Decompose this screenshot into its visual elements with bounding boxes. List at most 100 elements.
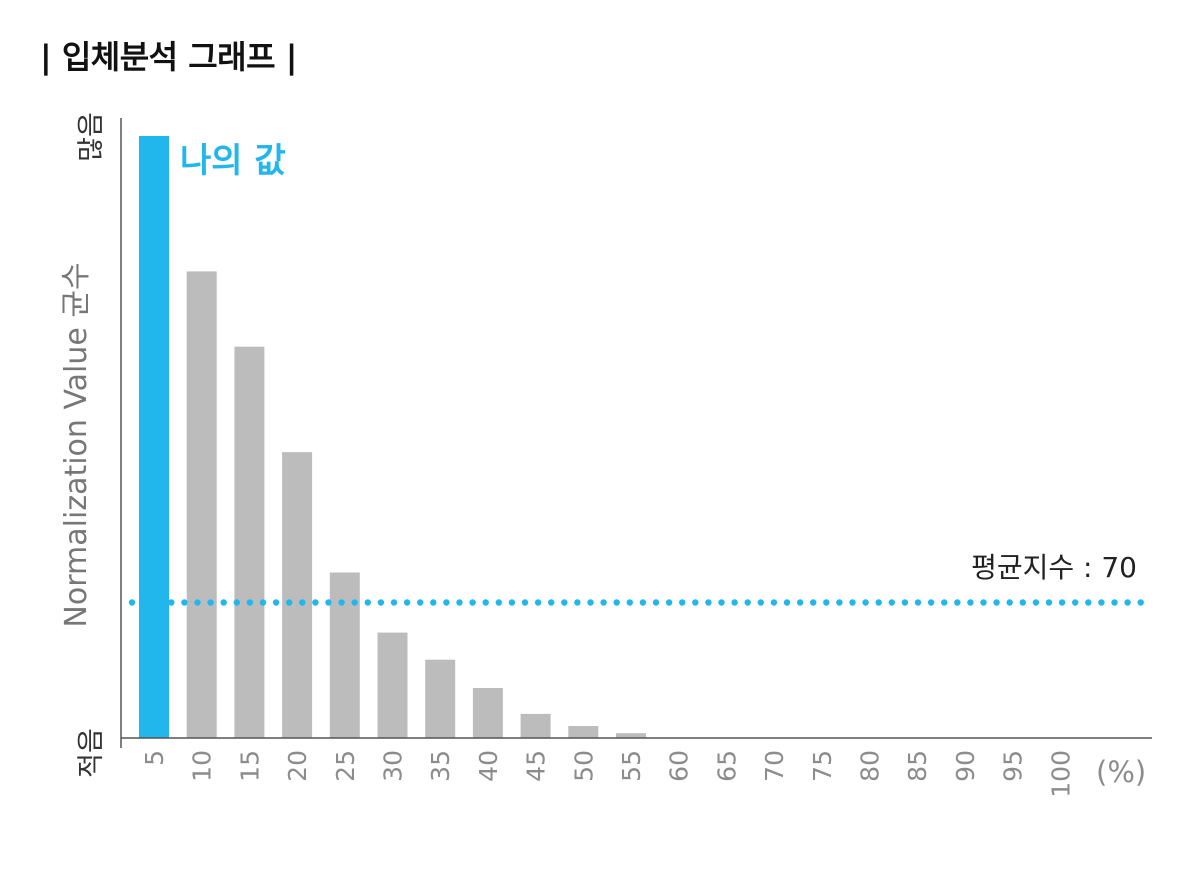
average-line-dot xyxy=(508,599,516,606)
average-line-dot xyxy=(665,599,673,606)
average-line-dot xyxy=(862,599,869,606)
average-line-dot xyxy=(181,599,188,606)
average-line-dot xyxy=(587,599,594,606)
average-line-dot xyxy=(430,599,437,606)
x-tick-label: 65 xyxy=(712,750,741,782)
average-line-dot xyxy=(469,599,476,606)
average-line-dot xyxy=(443,599,450,606)
average-line-dot xyxy=(613,599,620,606)
average-line-dot xyxy=(259,599,267,606)
average-line-dot xyxy=(299,599,306,606)
average-line-dot xyxy=(770,599,778,606)
y-top-label: 많음 xyxy=(76,112,107,162)
average-line-dot xyxy=(1058,599,1066,606)
average-line-dot xyxy=(1111,599,1118,606)
bar xyxy=(329,572,360,738)
average-line-dot xyxy=(1137,599,1144,606)
x-tick-label: 10 xyxy=(188,750,217,782)
average-line-dot xyxy=(390,599,398,606)
average-line-dot xyxy=(155,599,162,606)
average-line-dot xyxy=(325,599,332,606)
average-line-dot xyxy=(888,599,895,606)
average-line-dot xyxy=(718,599,725,606)
bar xyxy=(472,688,503,738)
average-line-dot xyxy=(1006,599,1013,606)
x-tick-label: 50 xyxy=(569,750,598,782)
average-line-dot xyxy=(1098,599,1105,606)
chart-title: | 입체분석 그래프 | xyxy=(40,38,297,76)
y-axis-label: Normalization Value 균수 xyxy=(59,262,94,627)
highlight-label: 나의 값 xyxy=(180,141,286,181)
average-label: 평균지수 : 70 xyxy=(971,551,1137,584)
average-line-dot xyxy=(495,599,502,606)
x-tick-label: 40 xyxy=(474,750,503,782)
x-tick-label: 90 xyxy=(951,750,980,782)
average-line-dot xyxy=(286,599,293,606)
bar xyxy=(425,659,456,738)
average-line-dot xyxy=(1032,599,1040,606)
bar xyxy=(377,632,408,738)
x-tick-label: 100 xyxy=(1046,750,1075,798)
average-line-dot xyxy=(272,599,280,606)
average-line-dot xyxy=(731,599,738,606)
average-line-dot xyxy=(548,599,555,606)
x-tick-label: 25 xyxy=(331,750,360,782)
average-line-dot xyxy=(744,599,751,606)
average-line-dot xyxy=(967,599,974,606)
x-tick-label: 5 xyxy=(140,750,169,766)
average-line-dot xyxy=(207,599,214,606)
average-line-dot xyxy=(941,599,948,606)
average-line-dot xyxy=(364,599,371,606)
average-line-dot xyxy=(692,599,699,606)
average-line-dot xyxy=(626,599,633,606)
x-tick-label: 30 xyxy=(379,750,408,782)
average-line-dot xyxy=(246,599,254,606)
average-line-dot xyxy=(810,599,817,606)
average-line-dot xyxy=(1045,599,1053,606)
bar xyxy=(568,726,599,738)
x-tick-labels: 5 10 15 20 25 30 35 40 45 50 55 60 65 70 75 80 85 90 95 100 xyxy=(140,750,1075,798)
bar xyxy=(282,452,313,738)
x-tick-label: 20 xyxy=(283,750,312,782)
average-line-dot xyxy=(954,599,961,606)
x-tick-label: 35 xyxy=(426,750,455,782)
average-line-dot xyxy=(927,599,935,606)
average-line-dot xyxy=(561,599,568,606)
average-line-dot xyxy=(914,599,922,606)
x-tick-label: 85 xyxy=(903,750,932,782)
average-line-dot xyxy=(521,599,529,606)
x-tick-label: 95 xyxy=(999,750,1028,782)
x-tick-label: 45 xyxy=(522,750,551,782)
average-line-dot xyxy=(233,599,240,606)
average-line-dot xyxy=(823,599,830,606)
average-line-dot xyxy=(338,599,345,606)
average-line-dot xyxy=(574,599,581,606)
average-line-dot xyxy=(679,599,686,606)
average-line-dot xyxy=(980,599,987,606)
average-line-dot xyxy=(377,599,385,606)
average-line-dot xyxy=(849,599,856,606)
average-line-dot xyxy=(993,599,1000,606)
average-line-dot xyxy=(836,599,843,606)
y-bottom-label: 적음 xyxy=(76,728,107,778)
average-line-dot xyxy=(901,599,909,606)
x-tick-label: 75 xyxy=(808,750,837,782)
average-line-dot xyxy=(312,599,319,606)
average-line-dot xyxy=(757,599,764,606)
average-line-dot xyxy=(875,599,882,606)
average-line-dot xyxy=(417,599,424,606)
average-line-dot xyxy=(351,599,358,606)
average-line xyxy=(128,599,1144,606)
average-line-dot xyxy=(600,599,607,606)
average-line-dot xyxy=(1019,599,1026,606)
bar xyxy=(234,346,265,738)
average-line-dot xyxy=(1124,599,1131,606)
bar xyxy=(616,733,646,738)
average-line-dot xyxy=(652,599,660,606)
bars xyxy=(139,136,646,738)
average-line-dot xyxy=(482,599,489,606)
average-line-dot xyxy=(534,599,542,606)
average-line-dot xyxy=(456,599,463,606)
x-unit-label: (%) xyxy=(1096,755,1146,789)
